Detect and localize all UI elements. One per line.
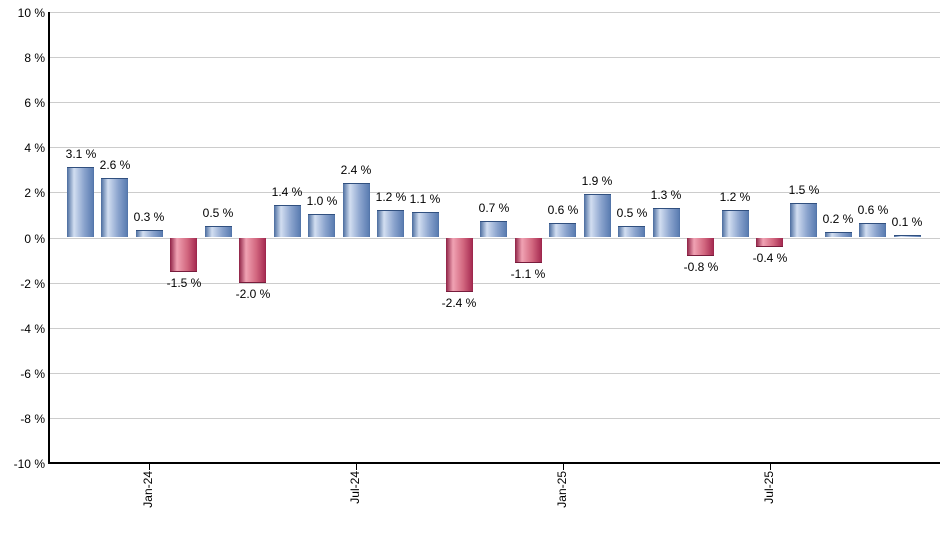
bar bbox=[446, 238, 473, 292]
y-axis-tick-label: 10 % bbox=[17, 6, 45, 20]
x-tick-label: Jul-24 bbox=[348, 471, 362, 504]
bar-value-label: 0.6 % bbox=[857, 203, 889, 217]
bar-value-label: 2.4 % bbox=[340, 163, 372, 177]
bar bbox=[136, 230, 163, 237]
bar-value-label: 0.5 % bbox=[202, 206, 234, 220]
bar bbox=[274, 205, 301, 237]
bar bbox=[653, 208, 680, 237]
x-tick bbox=[770, 464, 771, 470]
bar-value-label: 1.9 % bbox=[581, 174, 613, 188]
bar bbox=[859, 223, 886, 237]
bar bbox=[170, 238, 197, 272]
bar bbox=[618, 226, 645, 237]
bar bbox=[825, 232, 852, 237]
bar-value-label: -0.4 % bbox=[752, 251, 788, 265]
y-gridline bbox=[49, 328, 940, 329]
x-tick bbox=[149, 464, 150, 470]
y-axis-tick-label: -10 % bbox=[13, 457, 45, 471]
bar-value-label: -1.5 % bbox=[166, 276, 202, 290]
y-gridline bbox=[49, 102, 940, 103]
y-gridline bbox=[49, 57, 940, 58]
bar bbox=[67, 167, 94, 237]
y-gridline bbox=[49, 147, 940, 148]
y-axis-tick-label: -4 % bbox=[20, 322, 45, 336]
x-tick-label: Jul-25 bbox=[762, 471, 776, 504]
x-tick-label: Jan-24 bbox=[141, 471, 155, 508]
bar bbox=[894, 235, 921, 237]
bar-value-label: -2.4 % bbox=[441, 296, 477, 310]
bar-value-label: 0.5 % bbox=[616, 206, 648, 220]
y-axis-tick-label: -6 % bbox=[20, 367, 45, 381]
bar-value-label: 0.1 % bbox=[891, 215, 923, 229]
bar bbox=[584, 194, 611, 237]
y-axis-tick-label: -2 % bbox=[20, 277, 45, 291]
bar-value-label: 1.2 % bbox=[719, 190, 751, 204]
bar-value-label: -2.0 % bbox=[235, 287, 271, 301]
y-axis-tick-label: 0 % bbox=[24, 232, 45, 246]
x-tick bbox=[563, 464, 564, 470]
bar bbox=[343, 183, 370, 237]
bar bbox=[205, 226, 232, 237]
bar bbox=[687, 238, 714, 256]
bar-value-label: -0.8 % bbox=[683, 260, 719, 274]
bar-value-label: 0.6 % bbox=[547, 203, 579, 217]
y-axis-tick-label: 8 % bbox=[24, 51, 45, 65]
x-tick-label: Jan-25 bbox=[555, 471, 569, 508]
bar-value-label: 0.2 % bbox=[822, 212, 854, 226]
y-axis-tick-label: -8 % bbox=[20, 412, 45, 426]
bar-value-label: 1.2 % bbox=[375, 190, 407, 204]
bar bbox=[377, 210, 404, 237]
bar-value-label: 1.5 % bbox=[788, 183, 820, 197]
bar bbox=[756, 238, 783, 247]
bar-value-label: 0.7 % bbox=[478, 201, 510, 215]
bar bbox=[722, 210, 749, 237]
bar bbox=[412, 212, 439, 237]
y-gridline bbox=[49, 373, 940, 374]
bar-value-label: -1.1 % bbox=[510, 267, 546, 281]
bar bbox=[101, 178, 128, 237]
y-axis-line bbox=[48, 12, 50, 464]
bar bbox=[549, 223, 576, 237]
y-gridline bbox=[49, 238, 940, 239]
bar-value-label: 3.1 % bbox=[65, 147, 97, 161]
bar-value-label: 1.0 % bbox=[306, 194, 338, 208]
bar bbox=[790, 203, 817, 237]
y-gridline bbox=[49, 283, 940, 284]
y-gridline bbox=[49, 418, 940, 419]
y-axis-tick-label: 4 % bbox=[24, 141, 45, 155]
bar-value-label: 2.6 % bbox=[99, 158, 131, 172]
y-axis-tick-label: 6 % bbox=[24, 96, 45, 110]
y-gridline bbox=[49, 192, 940, 193]
bar bbox=[308, 214, 335, 237]
bar-value-label: 0.3 % bbox=[133, 210, 165, 224]
x-tick bbox=[356, 464, 357, 470]
bar-value-label: 1.1 % bbox=[409, 192, 441, 206]
y-gridline bbox=[49, 12, 940, 13]
bar bbox=[480, 221, 507, 237]
bar-value-label: 1.3 % bbox=[650, 188, 682, 202]
bar bbox=[515, 238, 542, 263]
bar bbox=[239, 238, 266, 283]
y-axis-tick-label: 2 % bbox=[24, 186, 45, 200]
bar-value-label: 1.4 % bbox=[271, 185, 303, 199]
x-axis-line bbox=[48, 462, 940, 464]
